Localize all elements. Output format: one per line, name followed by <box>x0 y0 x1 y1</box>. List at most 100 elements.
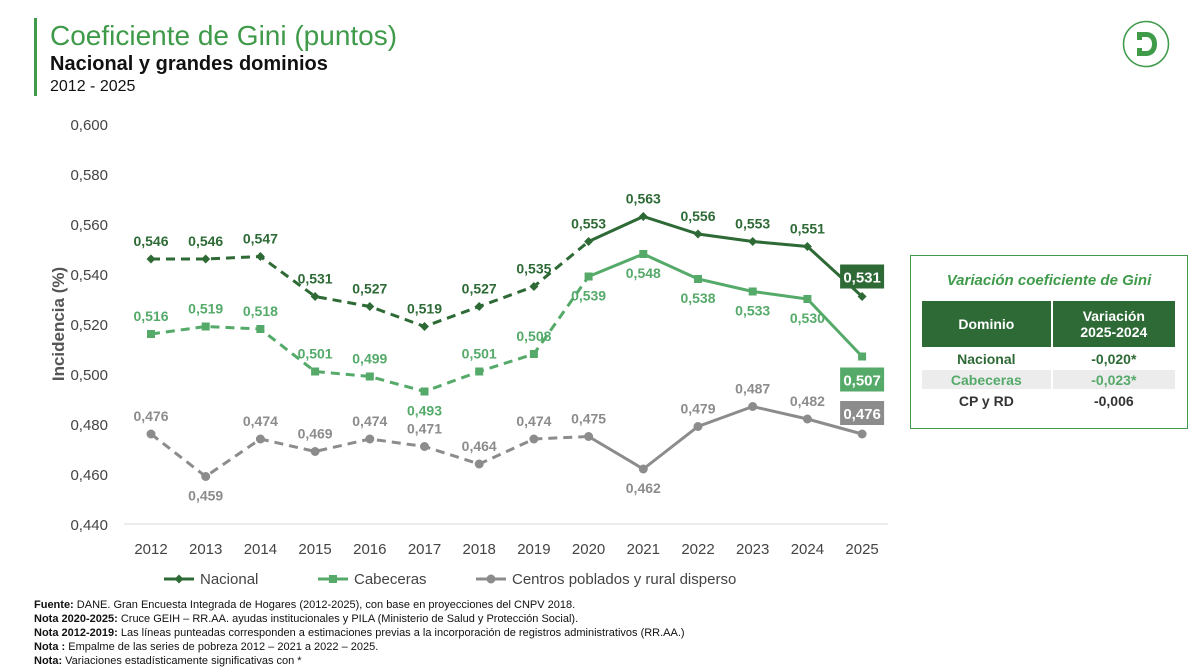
footnote-2012-2019: Nota 2012-2019: Las líneas punteadas cor… <box>34 627 685 639</box>
col-domain-header: Dominio <box>922 301 1051 347</box>
x-tick-label: 2020 <box>572 541 605 558</box>
data-point-nacional <box>802 242 812 251</box>
data-point-cabeceras <box>365 372 374 381</box>
data-point-cpyrd <box>529 434 539 444</box>
y-tick-label: 0,580 <box>70 167 108 184</box>
data-label-cpyrd: 0,475 <box>571 411 606 427</box>
data-point-nacional <box>420 322 429 331</box>
x-tick-label: 2025 <box>845 541 878 558</box>
data-label-cabeceras: 0,508 <box>516 328 551 344</box>
variation-table: Dominio Variación 2025-2024 Nacional -0,… <box>920 299 1177 412</box>
col-variation-header: Variación 2025-2024 <box>1052 301 1175 347</box>
data-label-cpyrd: 0,471 <box>407 421 442 437</box>
y-tick-label: 0,540 <box>70 267 108 284</box>
data-label-cabeceras: 0,501 <box>298 346 333 362</box>
data-label-cabeceras: 0,493 <box>407 403 442 419</box>
y-tick-label: 0,440 <box>70 517 108 534</box>
data-label-cabeceras: 0,519 <box>188 301 223 317</box>
data-point-nacional <box>201 254 211 264</box>
data-point-cpyrd <box>857 429 867 439</box>
legend-label-nacional: Nacional <box>200 571 258 588</box>
data-label-nacional: 0,553 <box>571 216 606 232</box>
legend-label-cabeceras: Cabeceras <box>354 571 427 588</box>
data-label-nacional: 0,519 <box>407 301 442 317</box>
data-label-cpyrd: 0,469 <box>298 426 333 442</box>
variation-header-row: Dominio Variación 2025-2024 <box>922 301 1175 347</box>
y-axis-label: Incidencia (%) <box>49 267 68 381</box>
data-point-cabeceras <box>694 275 702 283</box>
period-label: 2012 - 2025 <box>50 78 136 95</box>
x-tick-label: 2023 <box>736 541 769 558</box>
variation-row-cpyrd: CP y RD -0,006 <box>922 391 1175 410</box>
variation-row-cabeceras: Cabeceras -0,023* <box>922 370 1175 389</box>
col-variation-line1: Variación <box>1082 308 1145 324</box>
y-tick-label: 0,560 <box>70 217 108 234</box>
data-label-cabeceras: 0,507 <box>843 373 881 390</box>
x-tick-label: 2019 <box>517 541 550 558</box>
data-point-nacional <box>693 229 703 239</box>
row-domain: Cabeceras <box>922 370 1051 389</box>
x-tick-label: 2018 <box>463 541 496 558</box>
footnote-significance: Nota: Variaciones estadísticamente signi… <box>34 655 302 667</box>
title-accent-bar <box>34 18 37 96</box>
row-value: -0,023* <box>1052 370 1175 389</box>
col-variation-line2: 2025-2024 <box>1080 324 1148 340</box>
final-value-box-cabeceras <box>840 367 885 392</box>
data-label-cpyrd: 0,479 <box>680 401 715 417</box>
series-line-nacional-solid <box>587 214 864 298</box>
y-tick-label: 0,460 <box>70 467 108 484</box>
data-point-nacional <box>748 237 758 246</box>
data-label-cpyrd: 0,474 <box>243 413 278 429</box>
data-label-nacional: 0,546 <box>133 233 168 249</box>
x-tick-label: 2016 <box>353 541 386 558</box>
variation-row-nacional: Nacional -0,020* <box>922 349 1175 368</box>
gini-line-chart: 0,600 0,580 0,560 0,540 0,520 0,500 0,480 0,460… <box>49 117 888 588</box>
data-label-cabeceras: 0,499 <box>352 351 387 367</box>
data-label-nacional: 0,535 <box>516 261 551 277</box>
data-point-cabeceras <box>803 295 812 303</box>
data-label-cabeceras: 0,548 <box>626 265 661 281</box>
footnote-splice: Nota : Empalme de las series de pobreza … <box>34 641 379 653</box>
y-tick-label: 0,520 <box>70 317 108 334</box>
data-point-cabeceras <box>256 325 265 333</box>
data-point-nacional <box>857 292 867 301</box>
data-label-nacional: 0,551 <box>790 221 825 237</box>
legend-marker-nacional <box>174 574 184 584</box>
data-point-cabeceras <box>147 330 155 338</box>
legend-marker-cabeceras <box>329 575 337 583</box>
data-point-nacional <box>255 252 265 261</box>
data-point-cabeceras <box>311 367 320 376</box>
y-tick-label: 0,480 <box>70 417 108 434</box>
data-label-cpyrd: 0,462 <box>626 480 661 496</box>
legend-label-cpyrd: Centros poblados y rural disperso <box>512 571 736 588</box>
data-label-cabeceras: 0,501 <box>462 346 497 362</box>
row-domain: Nacional <box>957 350 1016 367</box>
x-tick-label: 2012 <box>134 541 167 558</box>
data-label-cpyrd: 0,482 <box>790 393 825 409</box>
data-label-cabeceras: 0,538 <box>680 290 715 306</box>
data-point-cpyrd <box>693 422 703 431</box>
row-value: -0,006 <box>1093 392 1134 409</box>
data-point-cabeceras <box>639 250 648 258</box>
data-point-nacional <box>310 292 320 301</box>
data-point-cpyrd <box>584 432 594 441</box>
data-label-nacional: 0,531 <box>298 271 333 287</box>
data-label-cabeceras: 0,516 <box>133 308 168 324</box>
footnote-2020-2025: Nota 2020-2025: Cruce GEIH – RR.AA. ayud… <box>34 613 579 625</box>
variation-title: Variación coeficiente de Gini <box>946 272 1152 289</box>
legend-marker-cpyrd <box>486 574 496 584</box>
data-label-cpyrd: 0,459 <box>188 488 223 504</box>
data-label-cpyrd: 0,474 <box>516 413 551 429</box>
data-point-nacional <box>584 237 594 246</box>
data-point-cabeceras <box>529 350 538 358</box>
data-label-cpyrd: 0,487 <box>735 381 770 397</box>
data-point-cpyrd <box>748 402 758 411</box>
x-tick-label: 2024 <box>791 541 824 558</box>
series-line-cpyrd-solid <box>587 404 863 471</box>
data-point-cpyrd <box>365 434 375 444</box>
y-tick-label: 0,500 <box>70 367 108 384</box>
data-point-cabeceras <box>475 367 484 376</box>
data-label-nacional: 0,546 <box>188 233 223 249</box>
x-tick-label: 2014 <box>244 541 277 558</box>
data-label-cabeceras: 0,533 <box>735 303 770 319</box>
